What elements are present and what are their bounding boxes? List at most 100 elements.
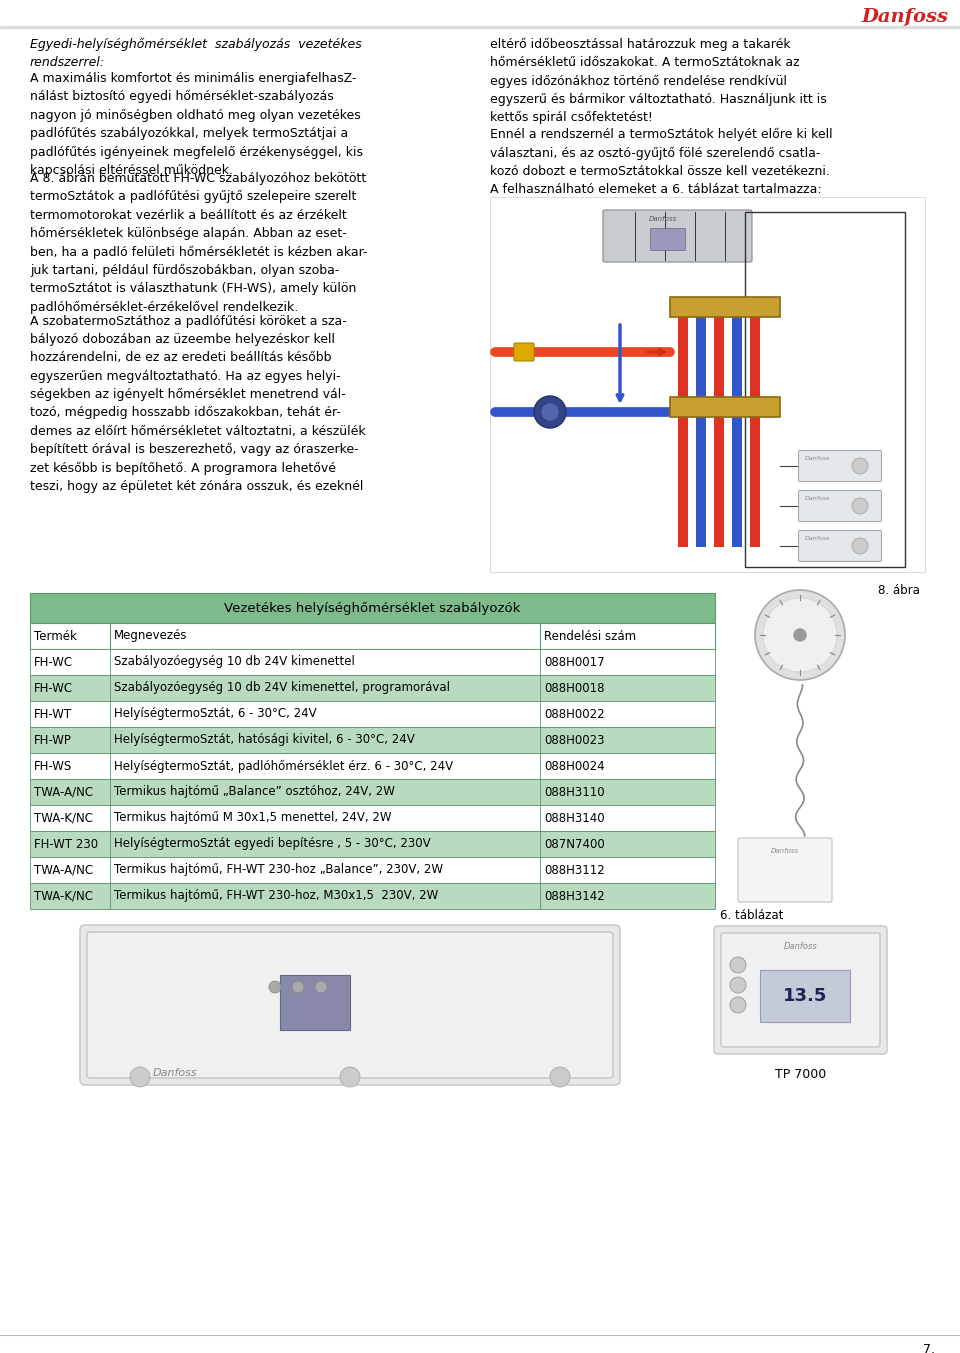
Text: Danfoss: Danfoss xyxy=(153,1068,198,1078)
Circle shape xyxy=(130,1068,150,1086)
FancyBboxPatch shape xyxy=(799,451,881,482)
Bar xyxy=(696,417,706,547)
Bar xyxy=(670,298,780,317)
Text: FH-WP: FH-WP xyxy=(34,733,72,747)
Bar xyxy=(732,317,742,396)
Text: A maximális komfortot és minimális energiafelhasZ-
nálást biztosító egyedi hőmér: A maximális komfortot és minimális energ… xyxy=(30,72,363,177)
Bar xyxy=(30,593,715,622)
Text: HelyíségtermoSztát, padlóhőmérséklet érz. 6 - 30°C, 24V: HelyíségtermoSztát, padlóhőmérséklet érz… xyxy=(114,759,453,773)
Text: Szabályozóegység 10 db 24V kimenettel, programorával: Szabályozóegység 10 db 24V kimenettel, p… xyxy=(114,682,450,694)
Circle shape xyxy=(340,1068,360,1086)
Circle shape xyxy=(730,957,746,973)
Text: Szabályozóegység 10 db 24V kimenettel: Szabályozóegység 10 db 24V kimenettel xyxy=(114,655,355,668)
Text: FH-WC: FH-WC xyxy=(34,682,73,694)
Text: TP 7000: TP 7000 xyxy=(775,1068,827,1081)
Text: Danfoss: Danfoss xyxy=(649,216,677,222)
Bar xyxy=(30,727,715,754)
Text: Danfoss: Danfoss xyxy=(861,8,948,26)
Text: Danfoss: Danfoss xyxy=(805,536,830,541)
Text: 087N7400: 087N7400 xyxy=(544,838,605,851)
Text: HelyíségtermoSztát egyedi bepítésre , 5 - 30°C, 230V: HelyíségtermoSztát egyedi bepítésre , 5 … xyxy=(114,838,431,851)
Circle shape xyxy=(269,981,281,993)
Circle shape xyxy=(534,396,566,428)
Bar xyxy=(714,417,724,547)
Bar xyxy=(750,317,760,396)
Bar xyxy=(670,396,780,417)
Text: Megnevezés: Megnevezés xyxy=(114,629,187,643)
Text: 7.: 7. xyxy=(923,1344,935,1353)
FancyBboxPatch shape xyxy=(603,210,752,262)
Text: 088H3112: 088H3112 xyxy=(544,863,605,877)
Circle shape xyxy=(852,538,868,553)
Bar xyxy=(30,754,715,779)
Circle shape xyxy=(315,981,327,993)
Text: A felhasználható elemeket a 6. táblázat tartalmazza:: A felhasználható elemeket a 6. táblázat … xyxy=(490,183,822,196)
Text: 088H3140: 088H3140 xyxy=(544,812,605,824)
Text: FH-WS: FH-WS xyxy=(34,759,72,773)
Text: Danfoss: Danfoss xyxy=(771,848,799,854)
FancyBboxPatch shape xyxy=(738,838,832,902)
Text: 088H0022: 088H0022 xyxy=(544,708,605,721)
Text: TWA-A/NC: TWA-A/NC xyxy=(34,863,93,877)
Circle shape xyxy=(730,997,746,1013)
Bar xyxy=(714,317,724,396)
Bar xyxy=(732,417,742,547)
Bar xyxy=(30,649,715,675)
Bar xyxy=(30,779,715,805)
Text: Ennél a rendszernél a termoSztátok helyét előre ki kell
választani, és az osztó-: Ennél a rendszernél a termoSztátok helyé… xyxy=(490,129,832,177)
Text: A szobatermoSztáthoz a padlófűtési köröket a sza-
bályozó dobozában az üzeembe h: A szobatermoSztáthoz a padlófűtési körök… xyxy=(30,315,366,492)
Text: Vezetékes helyíséghőmérséklet szabályozók: Vezetékes helyíséghőmérséklet szabályozó… xyxy=(225,602,520,614)
Bar xyxy=(750,417,760,547)
Circle shape xyxy=(794,842,806,854)
Text: Termikus hajtómű M 30x1,5 menettel, 24V, 2W: Termikus hajtómű M 30x1,5 menettel, 24V,… xyxy=(114,812,392,824)
Text: FH-WT 230: FH-WT 230 xyxy=(34,838,98,851)
Bar xyxy=(696,317,706,396)
Bar xyxy=(30,701,715,727)
FancyBboxPatch shape xyxy=(714,925,887,1054)
Text: eltérő időbeosztással határozzuk meg a takarék
hőmérsékletű időszakokat. A termo: eltérő időbeosztással határozzuk meg a t… xyxy=(490,38,827,124)
Text: TWA-A/NC: TWA-A/NC xyxy=(34,786,93,798)
Text: 8. ábra: 8. ábra xyxy=(878,584,920,597)
Text: A 8. ábrán bemutatott FH-WC szabályozóhoz bekötött
termoSztátok a padlófűtési gy: A 8. ábrán bemutatott FH-WC szabályozóho… xyxy=(30,172,368,314)
Text: HelyíségtermoSztát, hatósági kivitel, 6 - 30°C, 24V: HelyíségtermoSztát, hatósági kivitel, 6 … xyxy=(114,733,415,747)
Bar xyxy=(0,26,960,28)
FancyBboxPatch shape xyxy=(799,491,881,521)
Circle shape xyxy=(730,977,746,993)
Text: TWA-K/NC: TWA-K/NC xyxy=(34,889,93,902)
FancyBboxPatch shape xyxy=(721,934,880,1047)
Text: Danfoss: Danfoss xyxy=(805,456,830,461)
Circle shape xyxy=(550,1068,570,1086)
Bar xyxy=(678,417,688,547)
Text: 13.5: 13.5 xyxy=(782,986,828,1005)
Text: 6. táblázat: 6. táblázat xyxy=(720,909,783,921)
FancyBboxPatch shape xyxy=(799,530,881,561)
Circle shape xyxy=(755,590,845,681)
Bar xyxy=(650,229,685,250)
Circle shape xyxy=(763,598,837,672)
Text: 088H0017: 088H0017 xyxy=(544,655,605,668)
Circle shape xyxy=(794,629,806,641)
Text: TWA-K/NC: TWA-K/NC xyxy=(34,812,93,824)
Bar xyxy=(30,856,715,884)
Text: 088H0024: 088H0024 xyxy=(544,759,605,773)
FancyBboxPatch shape xyxy=(87,932,613,1078)
Text: HelyíségtermoSztát, 6 - 30°C, 24V: HelyíségtermoSztát, 6 - 30°C, 24V xyxy=(114,708,317,721)
Bar xyxy=(30,675,715,701)
Bar xyxy=(745,212,905,567)
Bar xyxy=(30,622,715,649)
Circle shape xyxy=(852,459,868,474)
Bar xyxy=(30,805,715,831)
Bar xyxy=(280,976,350,1030)
FancyBboxPatch shape xyxy=(80,925,620,1085)
Bar xyxy=(760,970,850,1022)
Circle shape xyxy=(292,981,304,993)
Text: Termék: Termék xyxy=(34,629,77,643)
Circle shape xyxy=(542,405,558,419)
Bar xyxy=(490,198,925,572)
Text: 088H3142: 088H3142 xyxy=(544,889,605,902)
Text: FH-WC: FH-WC xyxy=(34,655,73,668)
Text: 088H0018: 088H0018 xyxy=(544,682,605,694)
FancyBboxPatch shape xyxy=(514,344,534,361)
Bar xyxy=(30,831,715,856)
Text: Egyedi-helyíséghőmérséklet  szabályozás  vezetékes
rendszerrel:: Egyedi-helyíséghőmérséklet szabályozás v… xyxy=(30,38,362,69)
